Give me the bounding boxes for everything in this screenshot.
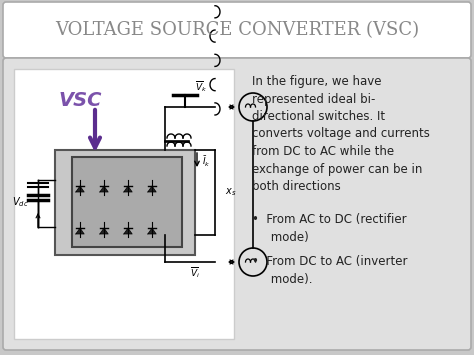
Text: $\bar{I}_k$: $\bar{I}_k$ <box>202 155 210 169</box>
Polygon shape <box>124 186 132 192</box>
Polygon shape <box>148 228 156 234</box>
Text: VSC: VSC <box>58 91 102 109</box>
Text: VOLTAGE SOURCE CONVERTER (VSC): VOLTAGE SOURCE CONVERTER (VSC) <box>55 21 419 39</box>
FancyBboxPatch shape <box>3 58 471 350</box>
Text: $\overline{V}_i$: $\overline{V}_i$ <box>190 266 200 280</box>
Polygon shape <box>100 186 108 192</box>
Text: In the figure, we have
represented ideal bi-
directional switches. It
converts v: In the figure, we have represented ideal… <box>252 75 430 193</box>
Text: •  From DC to AC (inverter
     mode).: • From DC to AC (inverter mode). <box>252 255 408 285</box>
Bar <box>55 150 195 255</box>
Polygon shape <box>124 228 132 234</box>
Polygon shape <box>100 228 108 234</box>
Text: $\overline{V}_k$: $\overline{V}_k$ <box>195 80 207 94</box>
Bar <box>72 157 182 247</box>
Text: •  From AC to DC (rectifier
     mode): • From AC to DC (rectifier mode) <box>252 213 407 244</box>
Polygon shape <box>76 186 84 192</box>
FancyBboxPatch shape <box>3 2 471 58</box>
Polygon shape <box>148 186 156 192</box>
Text: $x_s$: $x_s$ <box>225 186 237 198</box>
Text: $V_{dc}$: $V_{dc}$ <box>12 195 28 209</box>
FancyBboxPatch shape <box>14 69 234 339</box>
Polygon shape <box>76 228 84 234</box>
